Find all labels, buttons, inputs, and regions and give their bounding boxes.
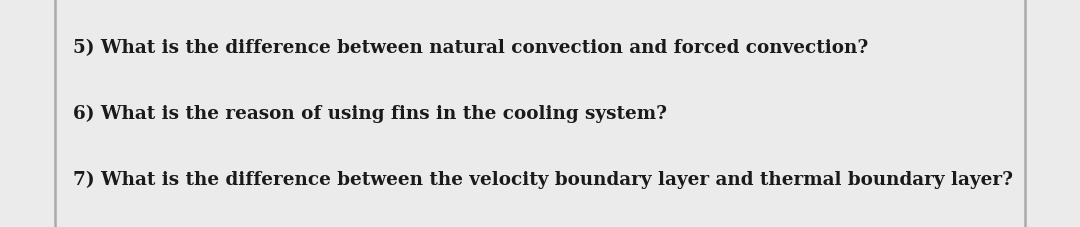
Text: 5) What is the difference between natural convection and forced convection?: 5) What is the difference between natura… [73,39,868,57]
Text: 7) What is the difference between the velocity boundary layer and thermal bounda: 7) What is the difference between the ve… [73,170,1013,188]
Text: 6) What is the reason of using fins in the cooling system?: 6) What is the reason of using fins in t… [73,104,667,123]
